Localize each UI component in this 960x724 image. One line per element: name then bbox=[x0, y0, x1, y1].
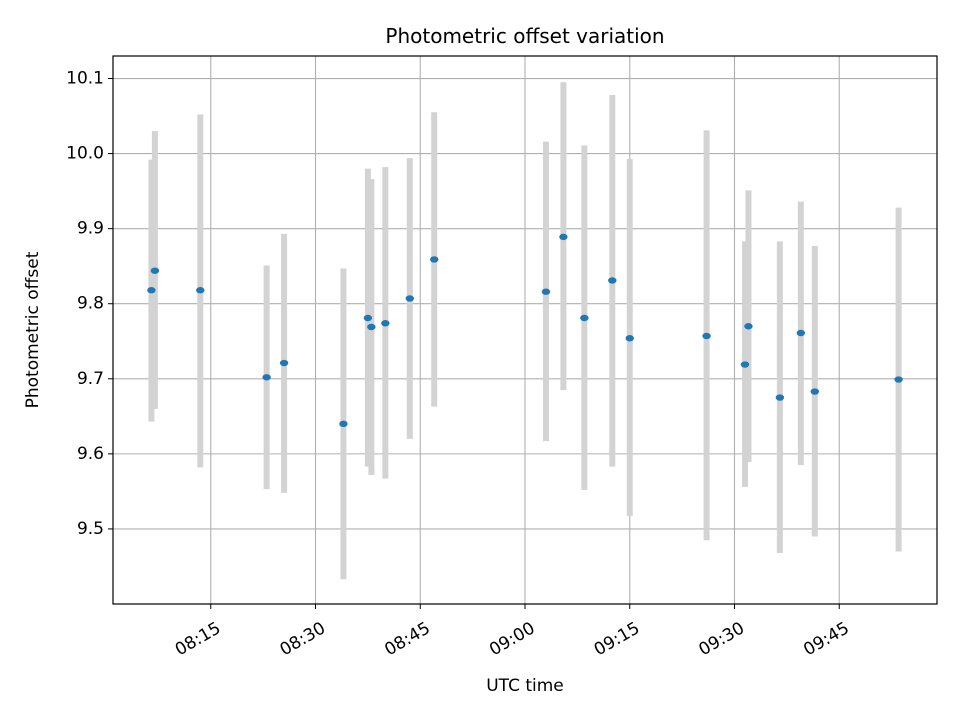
y-axis-label: Photometric offset bbox=[23, 251, 43, 408]
data-point bbox=[810, 388, 819, 395]
y-tick-label: 9.8 bbox=[77, 294, 104, 314]
data-points bbox=[147, 233, 903, 428]
data-point bbox=[702, 332, 711, 340]
x-axis-label: UTC time bbox=[486, 676, 564, 696]
data-point bbox=[580, 314, 589, 322]
data-point bbox=[196, 287, 205, 294]
data-point bbox=[775, 394, 785, 401]
data-point bbox=[796, 329, 806, 337]
data-point bbox=[559, 233, 568, 241]
y-tick-label: 10.0 bbox=[66, 144, 104, 164]
y-tick-label: 9.7 bbox=[77, 369, 104, 389]
y-tick-label: 9.5 bbox=[77, 519, 104, 539]
data-point bbox=[381, 320, 390, 327]
data-point bbox=[147, 287, 156, 294]
data-point bbox=[339, 420, 348, 428]
data-point bbox=[625, 335, 634, 342]
data-point bbox=[430, 256, 439, 263]
y-tick-label: 10.1 bbox=[66, 69, 104, 89]
data-point bbox=[279, 359, 289, 367]
chart-title: Photometric offset variation bbox=[385, 24, 664, 48]
data-point bbox=[150, 267, 160, 274]
data-point bbox=[405, 295, 414, 302]
data-point bbox=[363, 314, 373, 322]
data-point bbox=[608, 277, 617, 284]
y-tick-label: 9.9 bbox=[77, 219, 104, 239]
data-point bbox=[541, 288, 551, 295]
y-tick-label: 9.6 bbox=[77, 444, 104, 464]
data-point bbox=[894, 376, 903, 383]
data-point bbox=[744, 323, 753, 330]
data-point bbox=[262, 374, 271, 381]
data-point bbox=[740, 361, 750, 368]
data-point bbox=[367, 323, 376, 331]
